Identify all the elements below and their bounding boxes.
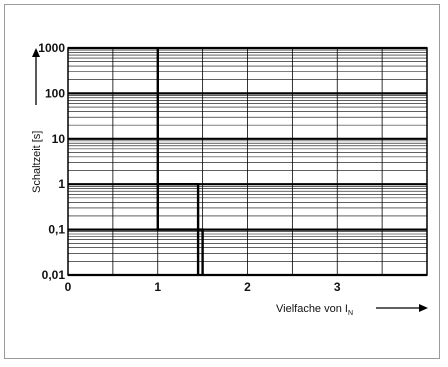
x-axis-arrowhead (419, 304, 428, 312)
y-tick-label: 10 (52, 132, 66, 146)
y-tick-labels: 0,01 0,1 1 10 100 1000 (38, 41, 65, 282)
x-tick-label: 3 (334, 280, 341, 294)
y-tick-label: 1 (58, 177, 65, 191)
x-tick-label: 0 (65, 280, 72, 294)
curves (156, 48, 204, 275)
x-axis-subscript: N (348, 310, 353, 317)
x-tick-label: 1 (154, 280, 161, 294)
y-axis-arrowhead (32, 48, 40, 57)
y-axis-title: Schaltzeit [s] (31, 48, 43, 193)
y-tick-label: 0,01 (42, 268, 66, 282)
y-tick-label: 0,1 (48, 223, 65, 237)
x-tick-label: 2 (244, 280, 251, 294)
x-tick-labels: 0 1 2 3 (65, 280, 341, 294)
svg-text:Schaltzeit [s]: Schaltzeit [s] (31, 131, 43, 193)
y-tick-label: 1000 (38, 41, 65, 55)
plot-border (67, 47, 428, 276)
chart-frame (4, 4, 440, 359)
x-axis-title: Vielfache von IN (276, 303, 428, 317)
svg-text:Vielfache von IN: Vielfache von IN (276, 303, 353, 317)
grid (67, 48, 428, 275)
y-tick-label: 100 (45, 86, 65, 100)
curve-2 (157, 182, 200, 275)
curve-1 (156, 48, 204, 275)
